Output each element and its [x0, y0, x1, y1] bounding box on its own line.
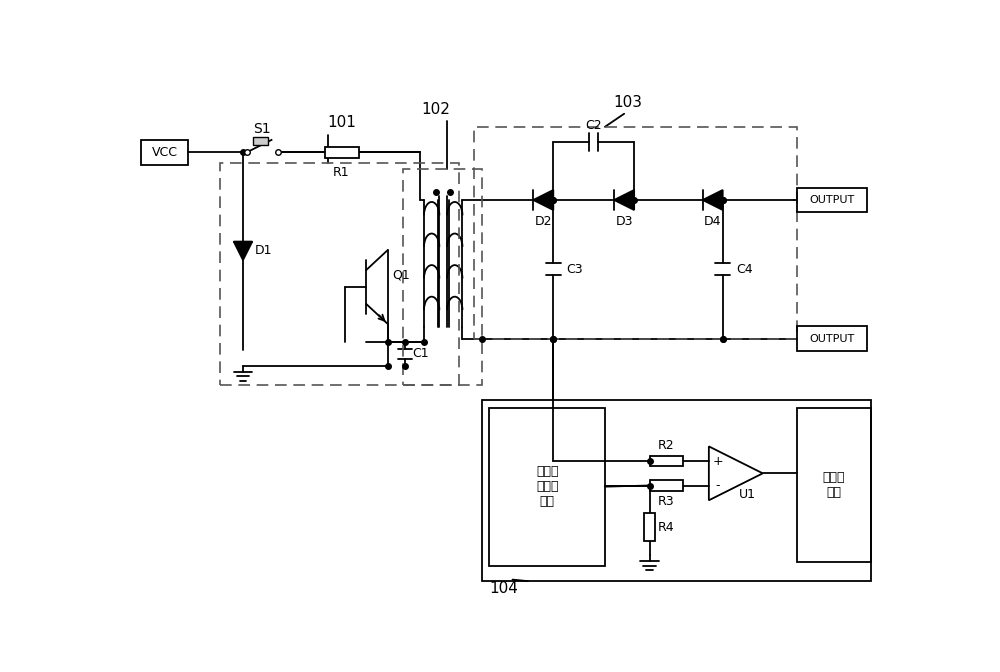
Bar: [644, 513, 655, 541]
Bar: [797, 187, 867, 212]
Bar: [489, 408, 605, 566]
Polygon shape: [703, 190, 723, 210]
Bar: [482, 401, 871, 581]
Text: OUTPUT: OUTPUT: [809, 195, 855, 205]
Bar: [797, 408, 871, 562]
Text: D2: D2: [535, 215, 552, 228]
Text: R2: R2: [658, 439, 675, 452]
Polygon shape: [614, 190, 634, 210]
Bar: [650, 480, 683, 491]
Text: VCC: VCC: [151, 146, 177, 159]
Text: C1: C1: [412, 347, 428, 360]
Bar: [325, 147, 358, 158]
Text: C3: C3: [567, 263, 583, 276]
Text: 103: 103: [614, 95, 642, 110]
Text: 104: 104: [489, 581, 518, 596]
Text: 继电器
模块: 继电器 模块: [822, 471, 845, 499]
Text: C4: C4: [736, 263, 753, 276]
Bar: [141, 140, 188, 165]
Polygon shape: [234, 241, 252, 260]
Text: D1: D1: [254, 245, 272, 257]
Bar: [220, 163, 459, 385]
Text: S1: S1: [253, 122, 271, 136]
Text: D4: D4: [704, 215, 721, 228]
Bar: [474, 127, 797, 339]
Text: D3: D3: [615, 215, 633, 228]
Text: OUTPUT: OUTPUT: [809, 333, 855, 343]
Text: R4: R4: [658, 521, 675, 534]
Text: U1: U1: [739, 489, 756, 501]
Text: R1: R1: [333, 166, 350, 179]
Bar: [403, 169, 482, 385]
Text: +: +: [713, 454, 723, 468]
Bar: [253, 137, 268, 144]
Text: Q1: Q1: [393, 269, 410, 282]
Text: 102: 102: [421, 102, 450, 118]
Text: C2: C2: [585, 119, 602, 132]
Text: R3: R3: [658, 495, 675, 507]
Text: 设定电
压存储
模块: 设定电 压存储 模块: [536, 465, 558, 508]
Text: -: -: [716, 479, 720, 492]
Bar: [650, 456, 683, 466]
Polygon shape: [533, 190, 553, 210]
Bar: [797, 327, 867, 351]
Text: 101: 101: [327, 116, 356, 130]
